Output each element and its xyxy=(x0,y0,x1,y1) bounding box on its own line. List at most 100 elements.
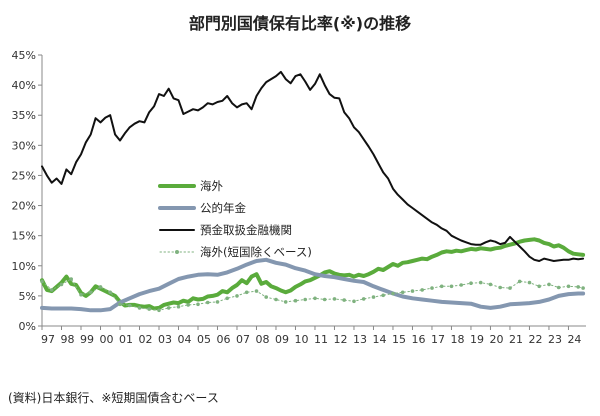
series-point-3 xyxy=(98,285,103,289)
x-tick-label: 04 xyxy=(177,333,191,346)
x-tick-label: 97 xyxy=(41,333,55,346)
series-point-3 xyxy=(137,306,142,310)
x-tick-label: 12 xyxy=(333,333,347,346)
series-point-3 xyxy=(215,300,220,304)
x-tick-label: 18 xyxy=(450,333,464,346)
y-tick-label: 20% xyxy=(12,200,36,213)
series-point-3 xyxy=(498,285,503,290)
series-point-3 xyxy=(576,285,580,289)
series-point-3 xyxy=(264,295,269,299)
y-tick-label: 35% xyxy=(12,109,36,122)
x-tick-label: 14 xyxy=(372,333,386,346)
series-layer xyxy=(40,70,586,313)
y-tick-label: 45% xyxy=(12,49,36,62)
x-tick-label: 06 xyxy=(216,333,230,346)
series-point-3 xyxy=(322,297,327,302)
series-point-3 xyxy=(88,290,93,295)
series-line-0 xyxy=(40,237,586,311)
x-tick-label: 09 xyxy=(275,333,289,346)
series-point-3 xyxy=(342,298,347,302)
series-point-3 xyxy=(196,302,200,307)
series-point-3 xyxy=(430,286,434,290)
series-point-3 xyxy=(517,279,522,284)
series-point-3 xyxy=(459,283,464,287)
series-point-3 xyxy=(566,284,571,289)
x-tick-label: 02 xyxy=(138,333,152,346)
x-tick-label: 20 xyxy=(489,333,503,346)
series-line-2 xyxy=(41,70,585,262)
series-point-3 xyxy=(332,297,337,301)
series-point-3 xyxy=(118,302,122,307)
series-point-3 xyxy=(581,286,585,290)
series-point-3 xyxy=(49,288,54,292)
series-point-3 xyxy=(293,298,298,303)
y-tick-label: 10% xyxy=(12,260,36,273)
x-tick-label: 15 xyxy=(392,333,406,346)
x-tick-label: 11 xyxy=(314,333,328,346)
series-point-3 xyxy=(449,284,454,289)
x-tick-label: 19 xyxy=(470,333,484,346)
series-point-3 xyxy=(478,280,483,285)
series-point-3 xyxy=(371,295,376,299)
x-tick-label: 17 xyxy=(431,333,445,346)
y-tick-label: 15% xyxy=(12,230,36,243)
y-tick-label: 5% xyxy=(19,290,36,303)
series-point-3 xyxy=(108,290,112,295)
series-point-3 xyxy=(186,303,190,307)
series-point-3 xyxy=(381,293,386,298)
y-tick-label: 40% xyxy=(12,79,36,92)
series-point-3 xyxy=(147,307,151,311)
series-point-3 xyxy=(508,286,512,290)
x-tick-label: 23 xyxy=(548,333,562,346)
x-tick-label: 01 xyxy=(119,333,133,346)
series-point-3 xyxy=(391,291,395,296)
series-point-3 xyxy=(488,282,493,287)
x-tick-label: 08 xyxy=(255,333,269,346)
legend-marker xyxy=(175,250,179,254)
series-point-3 xyxy=(400,290,405,295)
series-point-3 xyxy=(205,300,210,305)
series-point-3 xyxy=(176,304,181,309)
series-point-3 xyxy=(79,292,83,297)
series-point-3 xyxy=(225,296,229,301)
x-tick-label: 99 xyxy=(80,333,94,346)
series-point-3 xyxy=(439,284,444,289)
x-tick-label: 05 xyxy=(197,333,211,346)
x-tick-label: 98 xyxy=(60,333,74,346)
series-point-3 xyxy=(469,281,473,286)
series-point-3 xyxy=(361,297,366,301)
x-tick-label: 10 xyxy=(294,333,308,346)
series-point-3 xyxy=(556,285,561,290)
x-tick-label: 16 xyxy=(411,333,425,346)
series-point-3 xyxy=(410,289,415,293)
series-point-3 xyxy=(303,297,308,302)
x-tick-label: 00 xyxy=(99,333,113,346)
series-point-3 xyxy=(244,290,249,295)
legend-label: 海外 xyxy=(200,179,223,193)
series-point-3 xyxy=(313,296,317,301)
series-point-3 xyxy=(235,294,239,298)
series-point-3 xyxy=(283,300,288,304)
y-tick-label: 0% xyxy=(19,320,36,333)
series-point-3 xyxy=(127,303,132,308)
series-point-3 xyxy=(254,289,259,293)
series-point-3 xyxy=(274,297,278,302)
legend-label: 預金取扱金融機関 xyxy=(200,223,292,237)
x-tick-label: 24 xyxy=(567,333,581,346)
x-tick-label: 03 xyxy=(158,333,172,346)
series-point-3 xyxy=(157,308,161,313)
chart-axes: 0% 5% 10% 15% 20% 25% 30% 35% 40% 45% 97 98 99 00 01 02… xyxy=(12,49,586,346)
x-tick-label: 21 xyxy=(509,333,523,346)
series-point-3 xyxy=(40,279,44,284)
y-tick-label: 30% xyxy=(12,139,36,152)
series-point-3 xyxy=(352,299,356,304)
series-point-3 xyxy=(420,288,425,292)
legend-label: 海外(短国除くベース) xyxy=(200,245,312,259)
y-tick-label: 25% xyxy=(12,169,36,182)
series-point-3 xyxy=(537,284,541,289)
series-point-3 xyxy=(59,282,64,287)
source-note: (資料)日本銀行、※短期国債含むベース xyxy=(8,391,219,405)
series-point-3 xyxy=(69,277,73,281)
series-point-3 xyxy=(527,280,532,285)
legend-label: 公的年金 xyxy=(200,201,246,215)
